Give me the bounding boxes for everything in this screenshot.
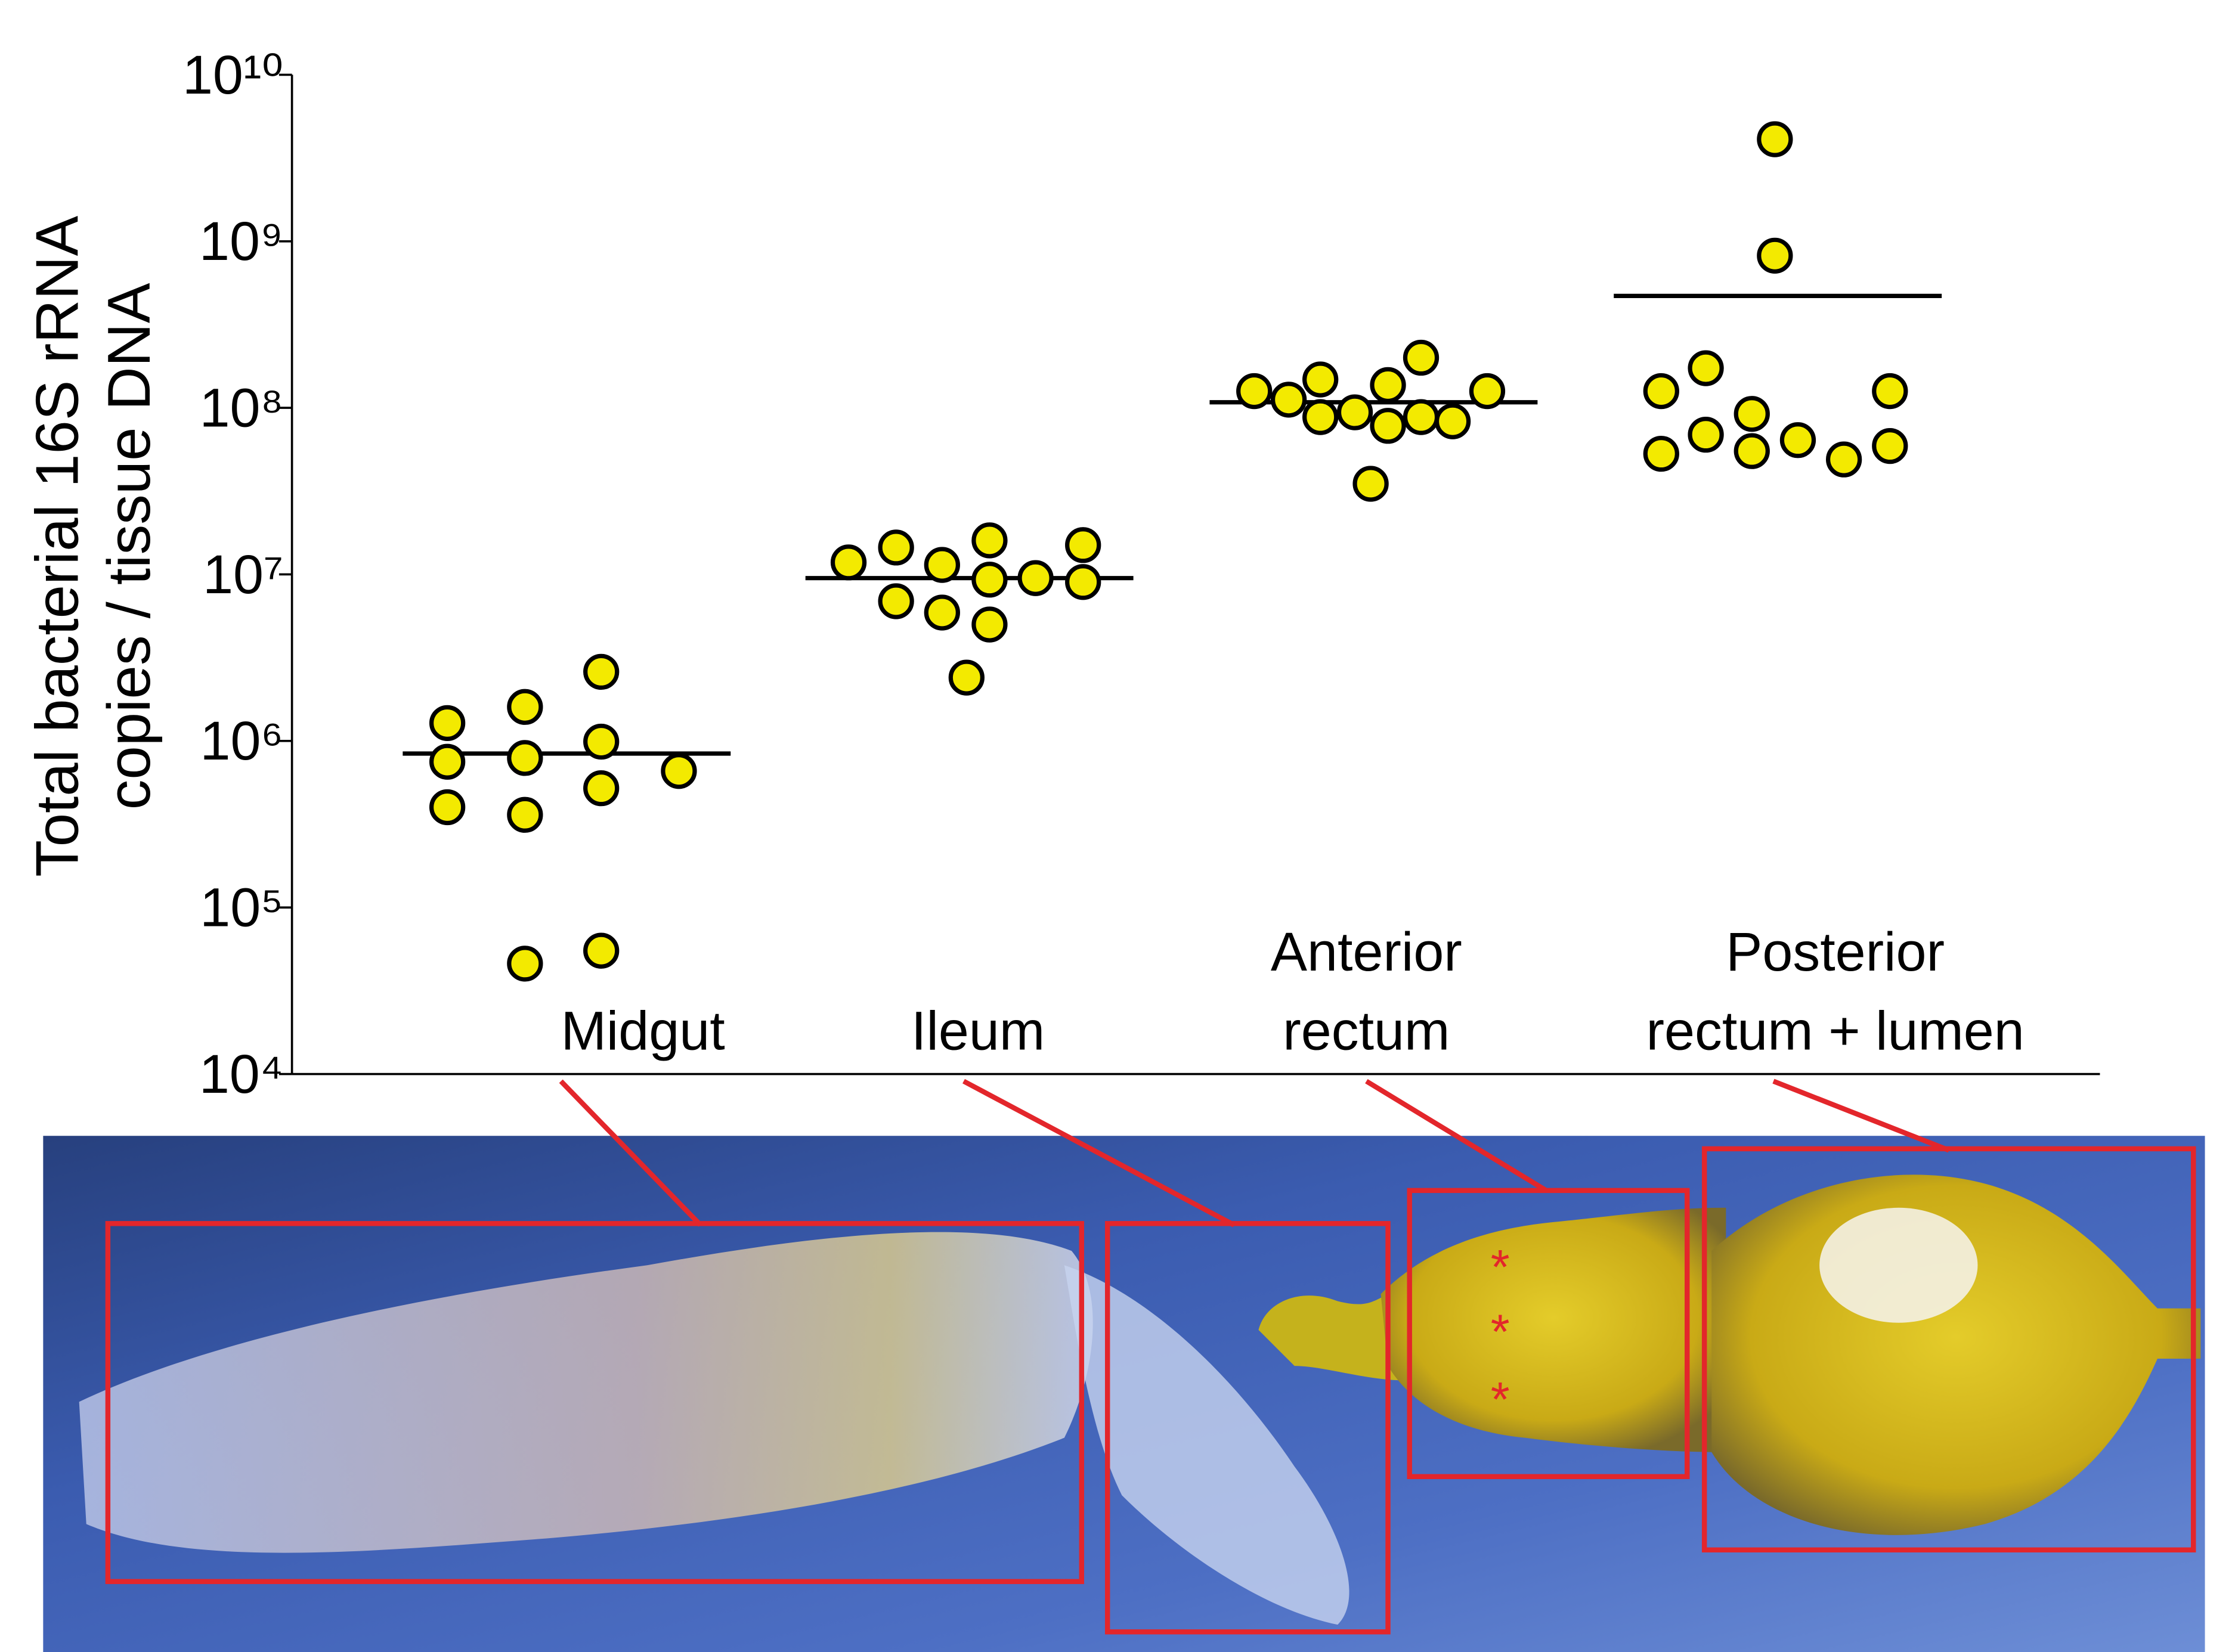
- x-label-box: Posterior rectum + lumen: [1646, 923, 2025, 1063]
- data-point: [1017, 560, 1054, 596]
- data-point: [507, 946, 543, 982]
- data-point: [507, 689, 543, 725]
- data-point: [1270, 382, 1307, 418]
- data-point: [1236, 373, 1273, 410]
- asterisk: *: [1491, 1372, 1510, 1427]
- data-point: [1370, 408, 1406, 444]
- data-point: [583, 723, 620, 760]
- asterisk: *: [1491, 1241, 1510, 1295]
- connector: [1772, 1078, 1950, 1153]
- lumen-highlight: [1819, 1207, 1978, 1323]
- data-point: [1403, 399, 1440, 435]
- data-point: [1065, 527, 1101, 563]
- connector: [962, 1078, 1236, 1228]
- x-label-box: Anterior rectum: [1270, 923, 1462, 1063]
- data-point: [1734, 396, 1770, 432]
- data-point: [1643, 435, 1679, 472]
- data-point: [878, 583, 914, 619]
- x-tick-label: Ileum: [911, 1002, 1045, 1063]
- data-point: [924, 547, 960, 583]
- midgut-box: [105, 1221, 1085, 1585]
- y-tick-label: 10⁸: [200, 377, 284, 438]
- data-point: [948, 659, 985, 696]
- data-point: [1825, 441, 1862, 478]
- data-point: [1469, 373, 1506, 410]
- x-label-box: Midgut: [561, 1002, 725, 1063]
- data-point: [1757, 121, 1793, 157]
- data-point: [507, 740, 543, 776]
- ileum-tissue: [1064, 1265, 1349, 1625]
- data-point: [1302, 361, 1339, 398]
- data-point: [971, 562, 1008, 598]
- data-point: [1779, 422, 1816, 458]
- data-point: [1872, 427, 1908, 464]
- x-tick-label: Midgut: [561, 1002, 725, 1063]
- y-tick-label: 10⁶: [200, 711, 284, 771]
- gut-photo: * * *: [43, 1078, 2205, 1652]
- data-point: [429, 743, 466, 780]
- ileum-junction: [1258, 1294, 1403, 1381]
- x-tick-label: Posterior rectum + lumen: [1646, 923, 2025, 1063]
- data-point: [583, 653, 620, 690]
- data-point: [1352, 466, 1389, 502]
- y-axis-title-line: Total bacterial 16S rRNA: [23, 216, 91, 877]
- data-point: [971, 522, 1008, 559]
- asterisk: *: [1491, 1305, 1510, 1359]
- y-tick-label: 10⁹: [199, 211, 283, 272]
- x-tick-label: Anterior rectum: [1270, 923, 1462, 1063]
- ileum-box: [1104, 1221, 1391, 1635]
- y-tick-label: 10¹⁰: [182, 45, 283, 106]
- data-point: [1434, 403, 1471, 439]
- data-point: [1872, 373, 1908, 410]
- data-point: [971, 606, 1008, 643]
- y-tick-label: 10⁵: [200, 878, 283, 938]
- data-point: [1734, 433, 1770, 469]
- connector: [1365, 1078, 1548, 1193]
- data-point: [1370, 367, 1406, 404]
- data-point: [1065, 564, 1101, 600]
- y-axis-title: Total bacterial 16S rRNA copies / tissue…: [23, 216, 163, 877]
- data-point: [1336, 394, 1373, 430]
- data-point: [1757, 237, 1793, 274]
- data-point: [830, 544, 867, 581]
- data-point: [583, 770, 620, 807]
- data-point: [1688, 350, 1724, 386]
- data-point: [507, 796, 543, 833]
- anterior-rectum-box: [1407, 1188, 1690, 1479]
- data-point: [924, 594, 960, 631]
- data-point: [1688, 416, 1724, 453]
- y-tick-label: 10⁷: [203, 544, 283, 605]
- data-point: [583, 932, 620, 969]
- y-axis-title-line: copies / tissue DNA: [95, 283, 163, 810]
- data-point: [1403, 339, 1440, 376]
- region-boxes: [105, 1078, 2196, 1635]
- midgut-tissue: [79, 1232, 1093, 1553]
- data-point: [429, 789, 466, 826]
- data-point: [1643, 373, 1679, 410]
- connector: [559, 1079, 702, 1227]
- x-label-box: Ileum: [911, 1002, 1045, 1063]
- data-point: [1302, 399, 1339, 435]
- anterior-rectum-tissue: [1380, 1207, 1726, 1452]
- data-point: [878, 529, 914, 566]
- data-point: [429, 705, 466, 742]
- data-point: [661, 753, 697, 789]
- y-tick-label: 10⁴: [199, 1044, 283, 1105]
